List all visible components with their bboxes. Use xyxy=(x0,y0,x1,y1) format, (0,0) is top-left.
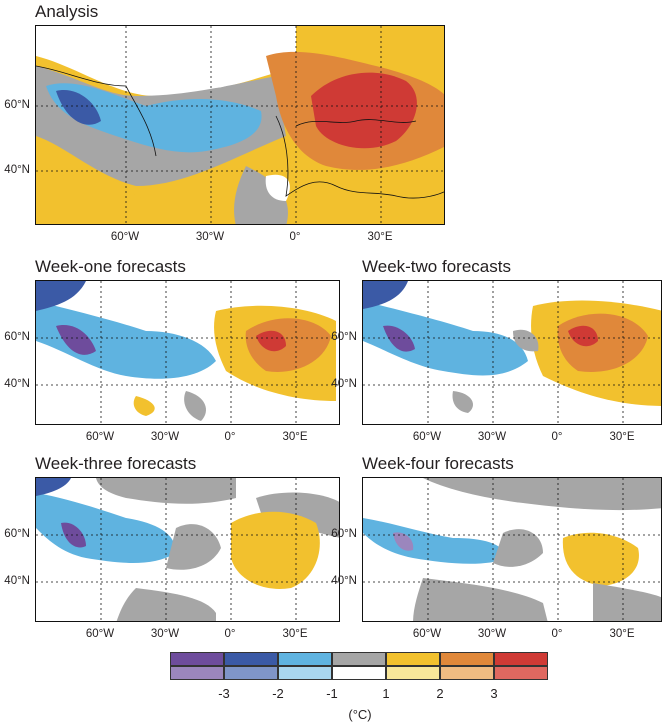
week-one-title: Week-one forecasts xyxy=(35,257,186,276)
legend-swatch-dark-2 xyxy=(278,652,332,666)
analysis-lat-40: 40°N xyxy=(4,164,30,176)
legend-swatch-dark-5 xyxy=(440,652,494,666)
week3-lon-60w: 60°W xyxy=(85,628,115,640)
week1-lon-0: 0° xyxy=(224,431,236,443)
analysis-lon-30w: 30°W xyxy=(195,231,225,243)
week3-lat-60: 60°N xyxy=(4,528,30,540)
legend-tick-1: 1 xyxy=(382,686,390,701)
week-three-title: Week-three forecasts xyxy=(35,454,197,473)
week-three-map xyxy=(35,477,340,622)
week-two-map xyxy=(362,280,662,425)
week-four-title: Week-four forecasts xyxy=(362,454,514,473)
legend-swatch-light-6 xyxy=(494,666,548,680)
legend-unit: (°C) xyxy=(348,707,372,722)
week2-lon-30e: 30°E xyxy=(609,431,635,443)
legend-swatch-light-5 xyxy=(440,666,494,680)
week1-lon-30w: 30°W xyxy=(150,431,180,443)
analysis-title: Analysis xyxy=(35,2,99,21)
legend-tick-minus3: -3 xyxy=(218,686,230,701)
week2-lon-60w: 60°W xyxy=(412,431,442,443)
legend-swatch-light-4 xyxy=(386,666,440,680)
legend-swatch-dark-3 xyxy=(332,652,386,666)
week3-lat-40: 40°N xyxy=(4,575,30,587)
legend-swatch-light-0 xyxy=(170,666,224,680)
analysis-lon-0: 0° xyxy=(289,231,301,243)
analysis-lon-60w: 60°W xyxy=(110,231,140,243)
legend-tick-minus2: -2 xyxy=(272,686,284,701)
analysis-lon-30e: 30°E xyxy=(367,231,393,243)
week2-lon-0: 0° xyxy=(551,431,563,443)
week4-lat-60: 60°N xyxy=(331,528,357,540)
legend-swatch-light-2 xyxy=(278,666,332,680)
legend-swatch-light-1 xyxy=(224,666,278,680)
week1-lat-60: 60°N xyxy=(4,331,30,343)
legend-swatch-dark-1 xyxy=(224,652,278,666)
week-one-map xyxy=(35,280,340,425)
week3-lon-0: 0° xyxy=(224,628,236,640)
week3-lon-30w: 30°W xyxy=(150,628,180,640)
legend-tick-minus1: -1 xyxy=(326,686,338,701)
week1-lon-60w: 60°W xyxy=(85,431,115,443)
week4-lon-60w: 60°W xyxy=(412,628,442,640)
legend-tick-2: 2 xyxy=(436,686,444,701)
week4-lon-30w: 30°W xyxy=(477,628,507,640)
week3-lon-30e: 30°E xyxy=(282,628,308,640)
analysis-map xyxy=(35,25,445,225)
week2-lat-40: 40°N xyxy=(331,378,357,390)
legend-swatch-dark-4 xyxy=(386,652,440,666)
week2-lon-30w: 30°W xyxy=(477,431,507,443)
analysis-lat-60: 60°N xyxy=(4,99,30,111)
week4-lat-40: 40°N xyxy=(331,575,357,587)
legend-tick-3: 3 xyxy=(490,686,498,701)
week4-lon-30e: 30°E xyxy=(609,628,635,640)
week1-lat-40: 40°N xyxy=(4,378,30,390)
week-four-map xyxy=(362,477,662,622)
legend-swatch-light-3 xyxy=(332,666,386,680)
week4-lon-0: 0° xyxy=(551,628,563,640)
legend-swatch-dark-0 xyxy=(170,652,224,666)
week1-lon-30e: 30°E xyxy=(282,431,308,443)
week-two-title: Week-two forecasts xyxy=(362,257,511,276)
legend-swatch-dark-6 xyxy=(494,652,548,666)
week2-lat-60: 60°N xyxy=(331,331,357,343)
color-legend xyxy=(170,652,548,680)
